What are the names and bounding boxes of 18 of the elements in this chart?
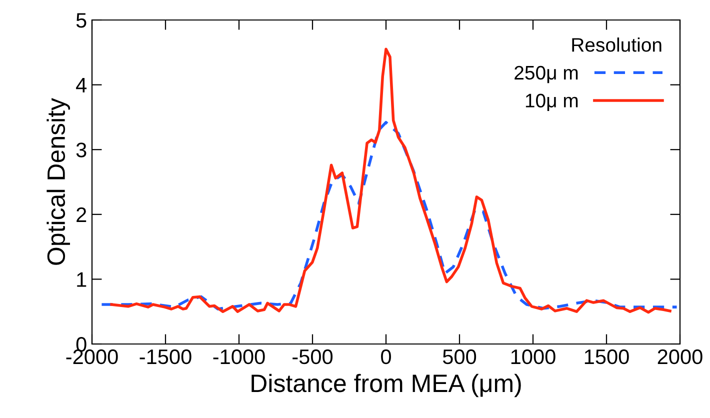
x-tick-label: 500 <box>442 349 476 364</box>
x-tick-label: 2000 <box>658 349 702 364</box>
legend-label: 10μ m <box>526 94 578 112</box>
y-tick-label: 5 <box>76 13 86 28</box>
x-axis-title: Distance from MEA (μm) <box>252 374 521 398</box>
x-tick-label: -1500 <box>140 349 192 364</box>
y-axis-title: Optical Density <box>46 98 70 265</box>
x-tick-label: 1500 <box>584 349 629 364</box>
y-tick-label: 1 <box>77 272 86 287</box>
x-tick-label: -1000 <box>213 349 265 364</box>
legend-title: Resolution <box>572 38 662 52</box>
x-tick-label: 1000 <box>511 349 556 364</box>
y-tick-label: 3 <box>76 142 86 158</box>
y-tick-label: 4 <box>76 78 87 92</box>
x-tick-label: 0 <box>381 349 391 364</box>
y-tick-label: 2 <box>76 207 86 222</box>
x-tick-label: -500 <box>292 349 333 364</box>
legend-label: 250μ m <box>514 66 578 84</box>
